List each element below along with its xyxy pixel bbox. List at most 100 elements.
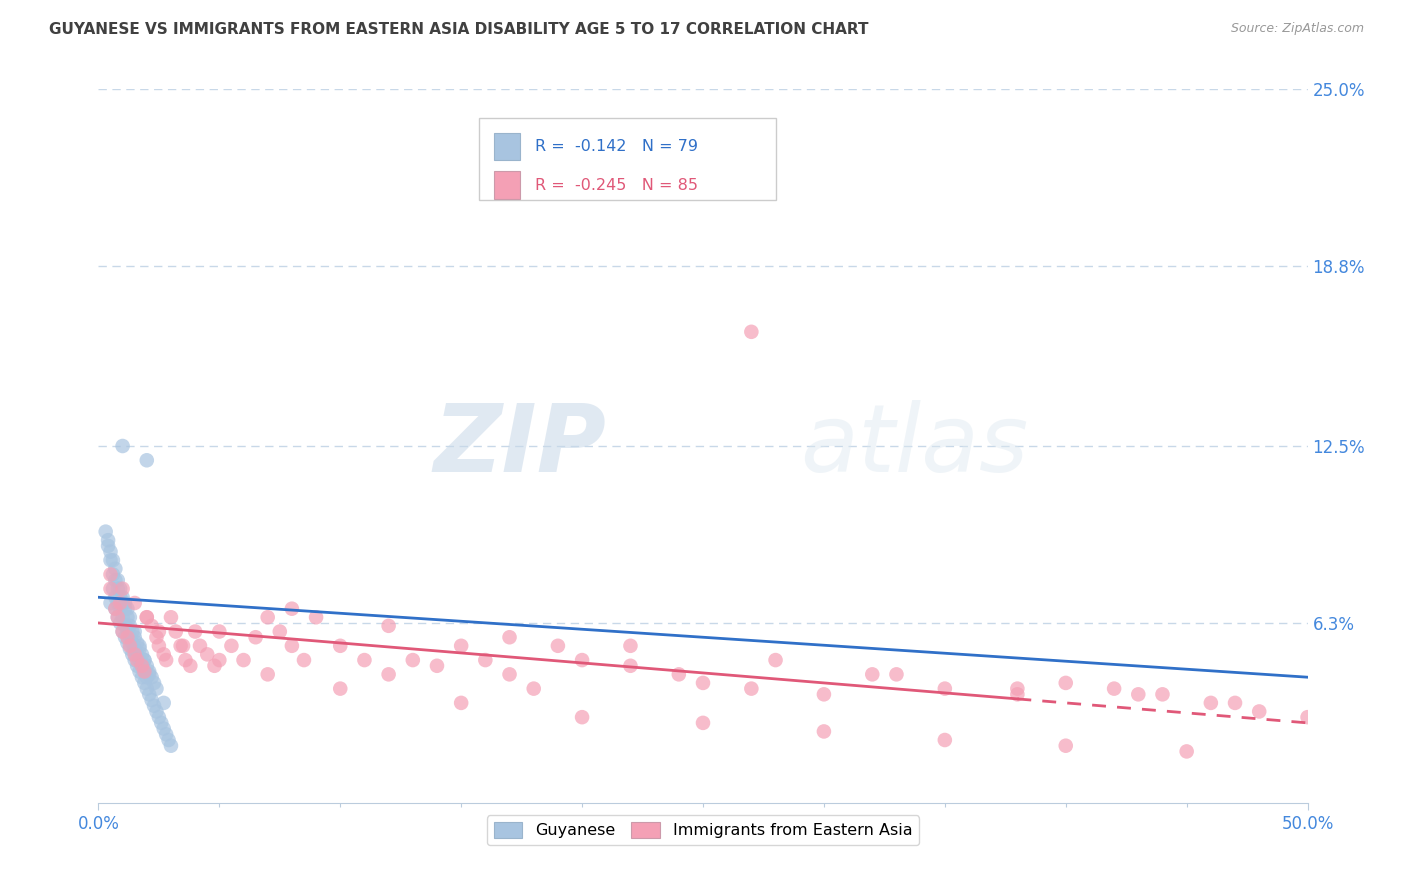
Point xyxy=(131,648,153,662)
Point xyxy=(1054,676,1077,690)
Point xyxy=(281,639,304,653)
Point xyxy=(145,705,167,719)
Point xyxy=(114,630,136,644)
Point xyxy=(118,639,141,653)
Point xyxy=(124,596,146,610)
Point xyxy=(138,667,160,681)
Point xyxy=(160,610,183,624)
Point xyxy=(740,325,762,339)
Point xyxy=(305,610,328,624)
Point xyxy=(124,653,146,667)
Point xyxy=(108,601,131,615)
Point xyxy=(256,667,278,681)
Point xyxy=(571,653,593,667)
Point xyxy=(127,653,149,667)
Point xyxy=(134,653,156,667)
Point xyxy=(127,648,149,662)
Point xyxy=(1007,687,1029,701)
Point xyxy=(377,667,399,681)
Point xyxy=(813,687,835,701)
Point xyxy=(134,653,156,667)
Point xyxy=(104,573,127,587)
Point xyxy=(281,601,304,615)
Point xyxy=(188,639,211,653)
Point xyxy=(498,667,520,681)
Point xyxy=(118,610,141,624)
Point xyxy=(498,630,520,644)
Point xyxy=(1102,681,1125,696)
Point xyxy=(765,653,787,667)
Point xyxy=(157,733,180,747)
Point xyxy=(111,596,134,610)
Point xyxy=(450,639,472,653)
Point xyxy=(143,676,166,690)
Point xyxy=(104,601,127,615)
Point xyxy=(138,687,160,701)
Point xyxy=(124,630,146,644)
Point xyxy=(145,681,167,696)
Point xyxy=(108,615,131,630)
Point xyxy=(165,624,187,639)
Point xyxy=(135,453,157,467)
Point xyxy=(97,533,120,548)
Point xyxy=(141,693,163,707)
Point xyxy=(813,724,835,739)
Point xyxy=(111,624,134,639)
Point xyxy=(131,658,153,673)
Text: ZIP: ZIP xyxy=(433,400,606,492)
Point xyxy=(450,696,472,710)
Point xyxy=(117,630,139,644)
Point xyxy=(134,665,156,679)
Point xyxy=(134,676,156,690)
Point xyxy=(169,639,191,653)
Point xyxy=(143,698,166,713)
Point xyxy=(619,639,641,653)
Point xyxy=(1054,739,1077,753)
Point xyxy=(934,681,956,696)
Point xyxy=(127,658,149,673)
Point xyxy=(668,667,690,681)
Point xyxy=(128,639,150,653)
Point xyxy=(135,610,157,624)
Point xyxy=(934,733,956,747)
Point xyxy=(195,648,218,662)
Point xyxy=(100,582,122,596)
Point xyxy=(148,639,170,653)
Point xyxy=(184,624,207,639)
Point xyxy=(353,653,375,667)
Point xyxy=(134,665,156,679)
Point xyxy=(94,524,117,539)
Point xyxy=(100,596,122,610)
Point xyxy=(256,610,278,624)
Point xyxy=(155,653,177,667)
Point xyxy=(208,624,231,639)
Point xyxy=(111,591,134,605)
Point xyxy=(292,653,315,667)
Point xyxy=(1249,705,1271,719)
Point xyxy=(124,648,146,662)
Point xyxy=(117,636,139,650)
Point xyxy=(1175,744,1198,758)
Point xyxy=(152,696,174,710)
Point xyxy=(860,667,883,681)
Point xyxy=(118,641,141,656)
Point xyxy=(1007,681,1029,696)
Point xyxy=(117,610,139,624)
Point xyxy=(104,601,127,615)
Point xyxy=(131,670,153,684)
Point xyxy=(179,658,201,673)
Point xyxy=(269,624,291,639)
Point xyxy=(107,573,129,587)
Point xyxy=(131,658,153,673)
Point xyxy=(101,582,124,596)
Point xyxy=(108,596,131,610)
Point xyxy=(886,667,908,681)
Point xyxy=(114,619,136,633)
Point xyxy=(121,636,143,650)
Point xyxy=(127,636,149,650)
Point xyxy=(245,630,267,644)
Point xyxy=(204,658,226,673)
Point xyxy=(692,676,714,690)
Text: atlas: atlas xyxy=(800,401,1028,491)
Point xyxy=(97,539,120,553)
